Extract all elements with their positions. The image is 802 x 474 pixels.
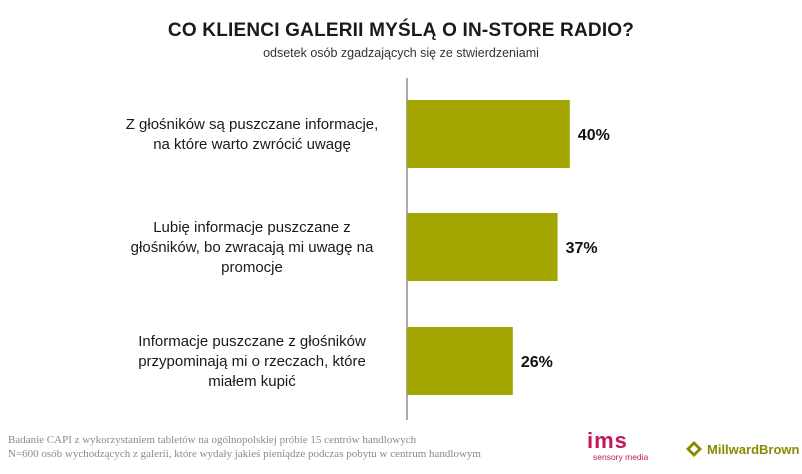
bar-value-label: 40% (578, 127, 610, 144)
ims-logo: ims sensory media (587, 428, 657, 468)
category-label: Lubię informacje puszczane z głośników, b… (131, 219, 374, 276)
bar (407, 213, 558, 281)
ims-logo-subtext: sensory media (593, 452, 649, 462)
millwardbrown-logo-text: MillwardBrown (707, 442, 800, 457)
bar (407, 327, 513, 395)
category-label-line: na które warto zwrócić uwagę (153, 136, 351, 153)
category-label-line: promocje (221, 259, 283, 276)
category-label-line: miałem kupić (208, 373, 296, 390)
category-label-line: Z głośników są puszczane informacje, (126, 116, 379, 133)
category-label: Z głośników są puszczane informacje, na k… (126, 116, 379, 153)
category-label-line: Informacje puszczane z głośników (138, 333, 366, 350)
category-label-line: głośników, bo zwracają mi uwagę na (131, 239, 374, 256)
chart-title: CO KLIENCI GALERII MYŚLĄ O IN-STORE RADI… (167, 20, 635, 41)
ims-logo-text: ims (587, 428, 628, 453)
category-label-line: przypominają mi o rzeczach, które (138, 353, 366, 370)
chart-subtitle: odsetek osób zgadzających się ze stwierd… (263, 46, 539, 60)
footnote-line-2: N=600 osób wychodzących z galerii, które… (8, 448, 481, 460)
category-label: Informacje puszczane z głośników przypomi… (138, 333, 366, 390)
footnote: Badanie CAPI z wykorzystaniem tabletów n… (8, 433, 568, 461)
bar-value-label: 26% (521, 354, 553, 371)
category-label-line: Lubię informacje puszczane z (153, 219, 351, 236)
footnote-line-1: Badanie CAPI z wykorzystaniem tabletów n… (8, 434, 417, 446)
bar-value-label: 37% (566, 240, 598, 257)
millwardbrown-diamond-icon (686, 441, 702, 457)
bar (407, 100, 570, 168)
